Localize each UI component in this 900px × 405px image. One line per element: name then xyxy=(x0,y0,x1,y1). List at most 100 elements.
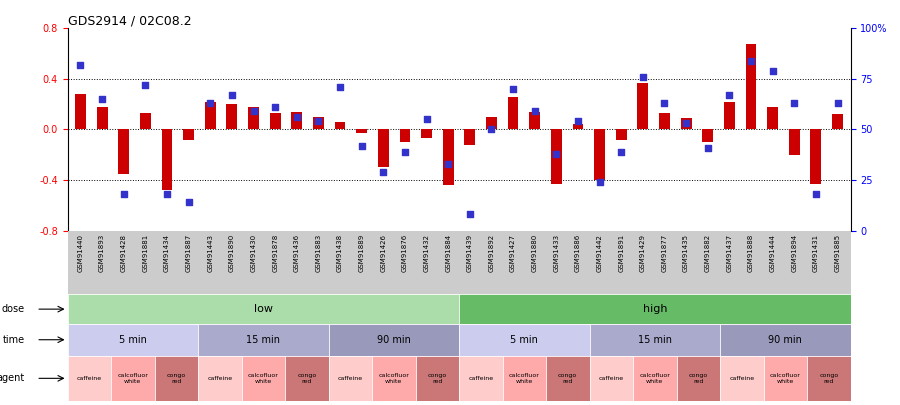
Bar xyxy=(378,130,389,167)
Text: GSM91889: GSM91889 xyxy=(359,234,364,272)
Text: GSM91428: GSM91428 xyxy=(121,234,127,272)
Bar xyxy=(502,356,546,401)
Bar xyxy=(111,356,155,401)
Point xyxy=(506,86,520,92)
Text: GSM91880: GSM91880 xyxy=(532,234,537,272)
Bar xyxy=(459,324,590,356)
Bar xyxy=(594,130,605,180)
Text: GSM91439: GSM91439 xyxy=(467,234,472,272)
Text: GSM91434: GSM91434 xyxy=(164,234,170,272)
Bar xyxy=(140,113,151,130)
Text: time: time xyxy=(3,335,24,345)
Text: GSM91881: GSM91881 xyxy=(142,234,148,272)
Point xyxy=(247,108,261,115)
Bar xyxy=(335,122,346,130)
Text: calcofluor
white: calcofluor white xyxy=(117,373,148,384)
Text: caffeine: caffeine xyxy=(729,376,754,381)
Text: congo
red: congo red xyxy=(688,373,708,384)
Text: congo
red: congo red xyxy=(297,373,317,384)
Bar xyxy=(720,356,763,401)
Text: GSM91437: GSM91437 xyxy=(726,234,733,272)
Text: GSM91443: GSM91443 xyxy=(207,234,213,272)
Bar xyxy=(162,130,173,190)
Text: GSM91876: GSM91876 xyxy=(402,234,408,272)
Text: GSM91885: GSM91885 xyxy=(834,234,841,272)
Text: GSM91442: GSM91442 xyxy=(597,234,603,272)
Bar xyxy=(372,356,416,401)
Bar xyxy=(633,356,677,401)
Bar xyxy=(285,356,328,401)
Bar xyxy=(356,130,367,133)
Point xyxy=(809,191,824,198)
Bar xyxy=(118,130,129,174)
Bar xyxy=(68,324,198,356)
Point xyxy=(225,92,239,98)
Text: GSM91890: GSM91890 xyxy=(229,234,235,272)
Text: GSM91894: GSM91894 xyxy=(791,234,797,272)
Bar xyxy=(590,324,720,356)
Bar xyxy=(702,130,713,142)
Bar xyxy=(637,83,648,130)
Bar xyxy=(807,356,850,401)
Text: dose: dose xyxy=(1,304,24,314)
Text: GSM91882: GSM91882 xyxy=(705,234,711,272)
Text: caffeine: caffeine xyxy=(338,376,363,381)
Point xyxy=(203,100,218,107)
Text: GSM91877: GSM91877 xyxy=(662,234,668,272)
Point xyxy=(831,100,845,107)
Text: GSM91886: GSM91886 xyxy=(575,234,581,272)
Bar xyxy=(96,107,107,130)
Bar xyxy=(590,356,633,401)
Point xyxy=(635,74,650,80)
Text: calcofluor
white: calcofluor white xyxy=(248,373,279,384)
Text: GDS2914 / 02C08.2: GDS2914 / 02C08.2 xyxy=(68,14,191,27)
Text: congo
red: congo red xyxy=(166,373,186,384)
Bar xyxy=(486,117,497,130)
Bar xyxy=(529,112,540,130)
Text: GSM91426: GSM91426 xyxy=(381,234,386,272)
Point xyxy=(722,92,736,98)
Point xyxy=(139,82,153,88)
Point xyxy=(311,118,326,125)
Bar xyxy=(551,130,562,184)
Text: GSM91435: GSM91435 xyxy=(683,234,689,272)
Point xyxy=(160,191,175,198)
Point xyxy=(657,100,671,107)
Bar xyxy=(832,114,843,130)
Text: calcofluor
white: calcofluor white xyxy=(508,373,540,384)
Text: caffeine: caffeine xyxy=(598,376,624,381)
Bar xyxy=(227,104,238,130)
Point xyxy=(484,126,499,133)
Point xyxy=(463,211,477,217)
Point xyxy=(419,116,434,123)
Text: caffeine: caffeine xyxy=(468,376,493,381)
Bar xyxy=(508,97,518,130)
Text: high: high xyxy=(643,304,667,314)
Point xyxy=(743,58,758,64)
Point xyxy=(94,96,109,102)
Text: calcofluor
white: calcofluor white xyxy=(378,373,410,384)
Text: 15 min: 15 min xyxy=(638,335,671,345)
Bar xyxy=(400,130,410,142)
Text: agent: agent xyxy=(0,373,24,383)
Text: 5 min: 5 min xyxy=(119,335,147,345)
Bar xyxy=(198,356,241,401)
Bar xyxy=(68,294,459,324)
Bar xyxy=(75,94,86,130)
Bar xyxy=(198,324,328,356)
Bar xyxy=(745,43,756,130)
Text: GSM91878: GSM91878 xyxy=(272,234,278,272)
Bar xyxy=(789,130,800,155)
Bar xyxy=(572,124,583,130)
Text: congo
red: congo red xyxy=(428,373,447,384)
Point xyxy=(376,169,391,175)
Point xyxy=(268,104,283,111)
Bar xyxy=(248,107,259,130)
Text: GSM91887: GSM91887 xyxy=(185,234,192,272)
Bar xyxy=(546,356,590,401)
Text: GSM91893: GSM91893 xyxy=(99,234,105,272)
Bar xyxy=(459,294,850,324)
Bar xyxy=(184,130,194,140)
Bar xyxy=(763,356,807,401)
Text: GSM91432: GSM91432 xyxy=(424,234,429,272)
